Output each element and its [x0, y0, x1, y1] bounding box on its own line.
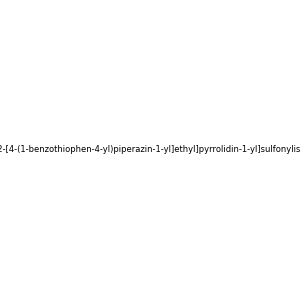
Text: 4-[(2S)-2-[2-[4-(1-benzothiophen-4-yl)piperazin-1-yl]ethyl]pyrrolidin-1-yl]sulfo: 4-[(2S)-2-[2-[4-(1-benzothiophen-4-yl)pi… — [0, 146, 300, 154]
